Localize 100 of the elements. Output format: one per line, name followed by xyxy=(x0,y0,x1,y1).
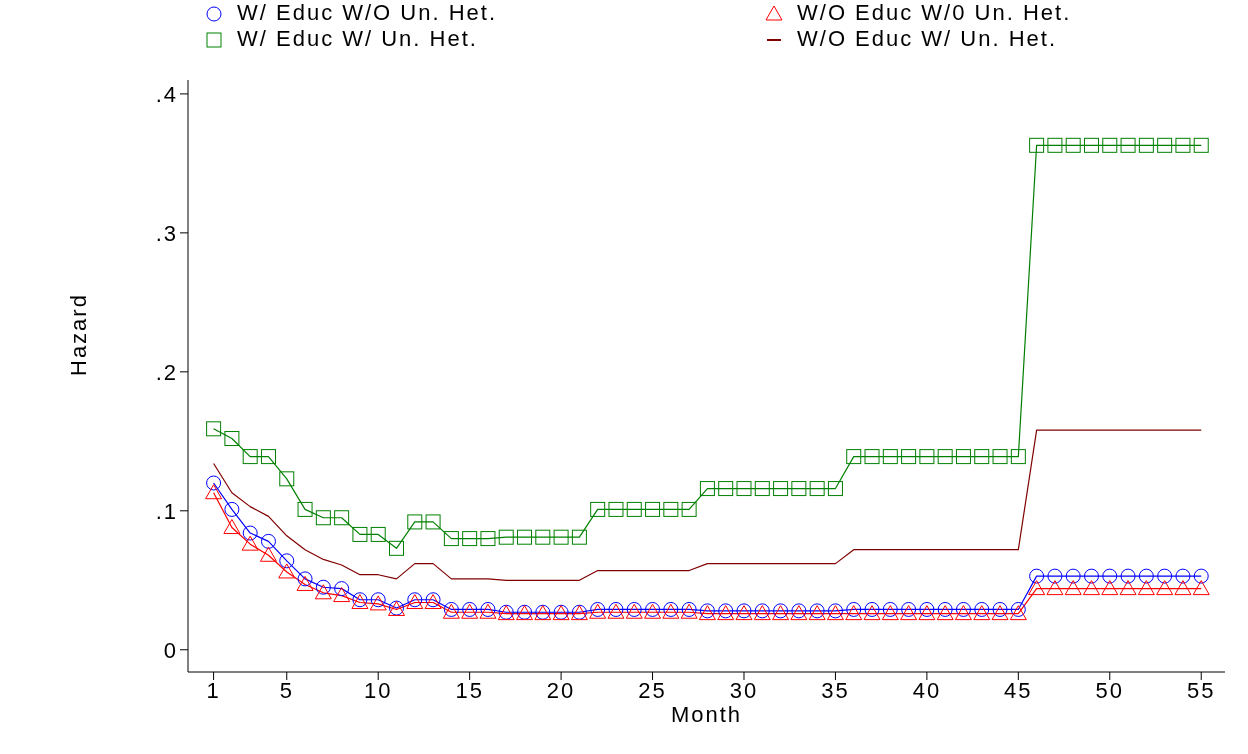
point xyxy=(991,605,1009,621)
point xyxy=(1101,580,1119,596)
point xyxy=(1010,601,1026,617)
point xyxy=(718,481,734,497)
point xyxy=(608,501,624,517)
x-tick-label: 25 xyxy=(638,677,667,703)
point xyxy=(1120,568,1136,584)
point xyxy=(352,526,368,542)
point xyxy=(882,601,898,617)
point xyxy=(517,529,533,545)
point xyxy=(645,501,661,517)
point xyxy=(955,601,971,617)
point xyxy=(846,449,862,465)
point xyxy=(1102,137,1118,153)
point xyxy=(1010,449,1026,465)
point xyxy=(754,481,770,497)
point xyxy=(1120,137,1136,153)
point xyxy=(881,605,899,621)
point xyxy=(206,475,222,491)
x-tick-label: 55 xyxy=(1186,677,1216,703)
line-series xyxy=(213,429,1202,581)
point xyxy=(462,531,478,547)
point xyxy=(224,431,240,447)
point xyxy=(1138,137,1154,153)
point xyxy=(882,449,898,465)
point xyxy=(1047,137,1063,153)
point xyxy=(553,529,569,545)
point xyxy=(681,501,697,517)
point xyxy=(1064,580,1082,596)
point xyxy=(1192,580,1210,596)
point xyxy=(333,587,351,603)
legend-label: W/O Educ W/0 Un. Het. xyxy=(797,0,1072,26)
point xyxy=(590,501,606,517)
point xyxy=(297,571,313,587)
point xyxy=(297,501,313,517)
x-axis-title: Month xyxy=(670,702,743,727)
point xyxy=(937,601,953,617)
point xyxy=(260,533,276,549)
point xyxy=(992,449,1008,465)
point xyxy=(571,529,587,545)
point xyxy=(1029,568,1045,584)
point xyxy=(206,421,222,437)
x-tick-label: 35 xyxy=(821,677,850,703)
point xyxy=(241,535,259,551)
point xyxy=(937,449,953,465)
point xyxy=(443,531,459,547)
point xyxy=(224,501,240,517)
point xyxy=(205,484,223,500)
point xyxy=(1065,137,1081,153)
point xyxy=(315,579,331,595)
point xyxy=(425,514,441,530)
x-tick-label: 40 xyxy=(912,677,942,703)
y-tick-label: .3 xyxy=(155,220,178,246)
point xyxy=(370,526,386,542)
x-tick-label: 15 xyxy=(455,677,484,703)
point xyxy=(480,531,496,547)
point xyxy=(974,449,990,465)
point xyxy=(863,605,881,621)
point xyxy=(864,449,880,465)
point xyxy=(973,605,991,621)
x-tick-label: 1 xyxy=(206,677,221,703)
point xyxy=(334,581,350,597)
point xyxy=(1157,568,1173,584)
point xyxy=(334,510,350,526)
point xyxy=(389,540,404,556)
point xyxy=(791,481,807,497)
point xyxy=(242,449,258,465)
point xyxy=(1082,580,1100,596)
point xyxy=(278,563,296,579)
point xyxy=(900,605,918,621)
point xyxy=(1083,568,1099,584)
point xyxy=(864,601,880,617)
point xyxy=(1157,137,1173,153)
point xyxy=(773,481,789,497)
point xyxy=(918,605,936,621)
point xyxy=(1009,605,1027,621)
x-tick-label: 20 xyxy=(546,677,576,703)
point xyxy=(296,575,314,591)
point xyxy=(1138,568,1154,584)
x-tick-label: 50 xyxy=(1095,677,1125,703)
point xyxy=(407,514,423,530)
point xyxy=(1137,580,1155,596)
point xyxy=(992,601,1008,617)
point xyxy=(1102,568,1118,584)
point xyxy=(1119,580,1137,596)
y-tick-label: .4 xyxy=(155,81,178,107)
point xyxy=(223,518,241,534)
point xyxy=(1175,568,1191,584)
point xyxy=(242,525,258,541)
point xyxy=(901,601,917,617)
point xyxy=(1046,580,1064,596)
y-tick-label: .2 xyxy=(155,359,178,385)
point xyxy=(736,481,752,497)
x-tick-label: 30 xyxy=(729,677,759,703)
point xyxy=(936,605,954,621)
point xyxy=(1193,137,1209,153)
point xyxy=(1065,568,1081,584)
point xyxy=(259,546,277,562)
y-tick-label: 0 xyxy=(163,637,178,663)
point xyxy=(1174,580,1192,596)
